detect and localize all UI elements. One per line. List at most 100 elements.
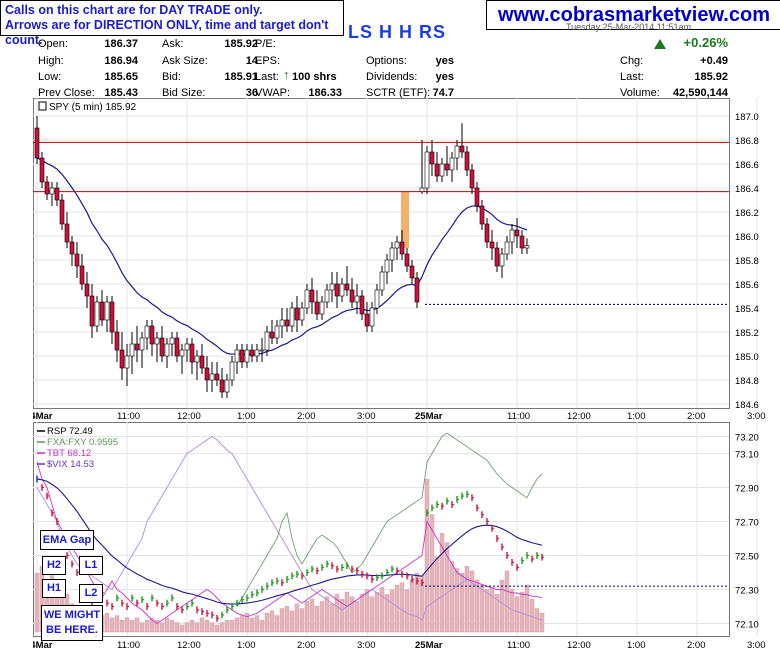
candle-body <box>489 241 495 249</box>
candle-body <box>334 283 340 297</box>
options-label: Options: <box>366 55 407 67</box>
volume-bar <box>494 594 500 633</box>
price-y-tick-label: 185.0 <box>735 352 759 363</box>
price-x-tick-label: 25Mar <box>415 411 443 422</box>
candle-body <box>449 157 455 171</box>
candle-body <box>164 343 170 357</box>
we-might-line-2: BE HERE. <box>46 624 98 636</box>
candle-body <box>299 307 305 321</box>
volume-bar <box>169 620 175 633</box>
sctr-label: SCTR (ETF): <box>366 87 431 99</box>
volume-bar <box>214 624 220 633</box>
volume-bar <box>364 589 370 633</box>
volume-bar <box>249 617 255 633</box>
volume-bar <box>329 603 335 633</box>
price-x-axis: 24Mar 11:00 12:00 1:00 2:00 3:00 25Mar 11:00 12:… <box>33 411 766 422</box>
rsp-legend-entry: RSP 72.49 <box>47 426 93 437</box>
volume-bar <box>294 603 300 633</box>
candle-body <box>179 349 185 357</box>
candle-body <box>524 245 530 249</box>
candle-body <box>369 307 375 327</box>
candle-body <box>329 283 335 291</box>
price-y-tick-label: 185.8 <box>735 256 759 267</box>
candle-body <box>94 301 100 327</box>
candle-body <box>169 337 175 345</box>
overlay-lines <box>36 432 543 625</box>
volume-bar <box>424 479 430 633</box>
volume-bar <box>539 612 545 633</box>
open-value: 186.37 <box>104 38 138 50</box>
candle-body <box>479 205 485 225</box>
candle-body <box>384 259 390 273</box>
candle-body <box>484 223 490 243</box>
change-up-triangle-icon <box>654 39 666 49</box>
last-value: 185.92 <box>694 71 728 83</box>
dividends-value: yes <box>435 71 454 83</box>
rsp-y-tick-label: 72.90 <box>735 484 759 495</box>
date-stamp: Tuesday 25-Mar-2014 11:51am <box>566 22 692 32</box>
volume-bar <box>114 615 120 633</box>
rsp-ema-polyline <box>36 478 543 605</box>
rsp-x-tick-label: 24Mar <box>33 640 53 651</box>
prev-close-label: Prev Close: <box>38 87 95 99</box>
volume-bar <box>119 620 125 633</box>
price-x-tick-label: 1:00 <box>237 411 256 422</box>
candle-body <box>124 355 130 369</box>
price-y-tick-label: 186.2 <box>735 208 759 219</box>
volume-bar <box>299 608 305 633</box>
candle-body <box>319 301 325 315</box>
candle-body <box>349 289 355 303</box>
volume-bar <box>334 594 340 633</box>
candle-body <box>339 283 345 297</box>
volume-bar <box>109 617 115 633</box>
volume-bar <box>504 570 510 633</box>
website-link[interactable]: www.cobrasmarketview.com <box>486 0 780 30</box>
rsp-y-tick-label: 72.30 <box>735 586 759 597</box>
price-x-tick-label: 11:00 <box>117 411 140 422</box>
candle-body <box>414 277 420 303</box>
candle-body <box>464 151 470 171</box>
candle-body <box>494 247 500 267</box>
rsp-x-tick-label: 12:00 <box>177 640 201 651</box>
price-x-tick-label: 1:00 <box>627 411 646 422</box>
gap-fill <box>401 191 409 248</box>
candle-body <box>64 223 70 243</box>
price-x-tick-label: 12:00 <box>177 411 201 422</box>
volume-bar <box>219 622 225 633</box>
volume-bar <box>174 622 180 633</box>
volume-bar <box>434 556 440 633</box>
volume-bar <box>279 608 285 633</box>
candle-body <box>434 163 440 177</box>
candle-body <box>79 265 85 285</box>
price-legend-swatch <box>38 101 47 111</box>
volume-bar <box>414 573 420 633</box>
volume-bar <box>129 620 135 633</box>
volume-bar <box>499 580 505 633</box>
volume-bar <box>159 622 165 633</box>
volume-bar <box>344 591 350 633</box>
volume-bar <box>274 615 280 633</box>
ask-size-value: 14 <box>245 55 258 67</box>
candle-body <box>254 349 260 357</box>
volume-bar <box>519 591 525 633</box>
candle-body <box>519 235 525 249</box>
volume-bar <box>289 610 295 633</box>
candle-body <box>44 181 50 195</box>
l1-label: L1 <box>79 556 103 575</box>
volume-bar <box>484 589 490 633</box>
ask-value: 185.92 <box>224 38 258 50</box>
candle-body <box>429 151 435 165</box>
volume-bar <box>409 580 415 633</box>
volume-bar <box>369 596 375 633</box>
candle-body <box>394 241 400 249</box>
rsp-x-tick-label: 25Mar <box>415 640 443 651</box>
candle-body <box>194 355 200 363</box>
candle-body <box>229 361 235 381</box>
volume-bar <box>229 620 235 633</box>
candle-body <box>154 337 160 345</box>
chg-value: +0.49 <box>700 55 728 67</box>
candle-body <box>424 151 430 189</box>
candle-body <box>259 349 265 352</box>
